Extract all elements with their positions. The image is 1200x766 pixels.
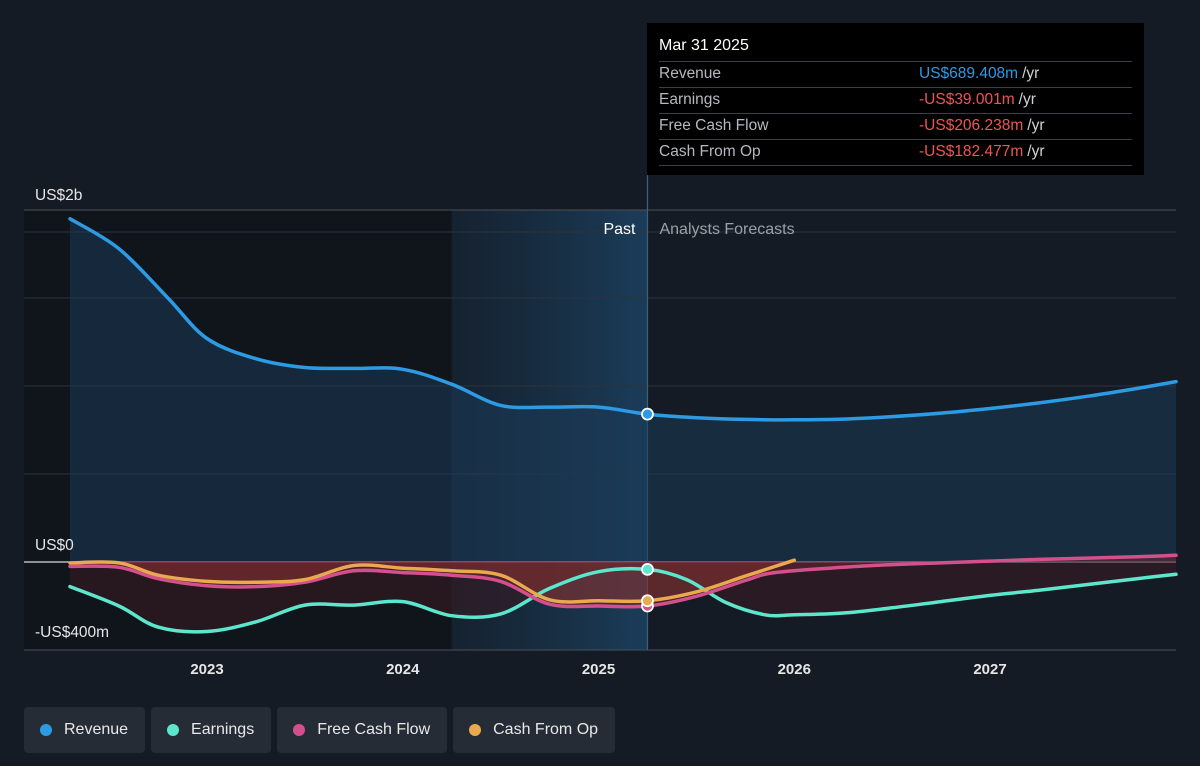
tooltip-row-free-cash-flow: Free Cash Flow -US$206.238m /yr (659, 113, 1132, 139)
tooltip-row-cash-from-op: Cash From Op -US$182.477m /yr (659, 139, 1132, 166)
x-tick-label: 2024 (386, 661, 420, 678)
past-label: Past (603, 221, 636, 238)
x-tick-label: 2027 (973, 661, 1006, 678)
tooltip-value: -US$206.238m (919, 117, 1024, 134)
x-tick-label: 2026 (778, 661, 811, 678)
tooltip-row-earnings: Earnings -US$39.001m /yr (659, 87, 1132, 113)
marker-cash-from-op (641, 594, 654, 608)
tooltip-label: Cash From Op (659, 143, 761, 160)
tooltip-unit: /yr (1027, 117, 1045, 134)
marker-revenue (641, 407, 654, 421)
legend-item-free-cash-flow[interactable]: Free Cash Flow (277, 707, 448, 753)
legend-label: Free Cash Flow (317, 721, 431, 738)
y-axis-label-top: US$2b (35, 187, 82, 204)
marker-earnings (641, 562, 654, 576)
area-earnings (70, 562, 1176, 632)
tooltip-label: Free Cash Flow (659, 117, 769, 134)
area-revenue (70, 218, 1176, 563)
series-line-revenue (68, 217, 1178, 422)
series-line-free-cash-flow (68, 553, 1178, 609)
x-tick-label: 2023 (190, 661, 223, 678)
y-axis-label-zero: US$0 (35, 537, 74, 554)
forecast-label: Analysts Forecasts (659, 221, 794, 238)
tooltip-unit: /yr (1022, 65, 1040, 82)
tooltip: Mar 31 2025 Revenue US$689.408m /yr Earn… (647, 23, 1144, 175)
legend-dot-icon (293, 724, 306, 736)
legend-label: Revenue (64, 721, 129, 738)
tooltip-value: US$689.408m (919, 65, 1019, 82)
tooltip-label: Revenue (659, 65, 722, 82)
tooltip-value: -US$182.477m (919, 143, 1024, 160)
tooltip-value: -US$39.001m (919, 91, 1015, 108)
x-tick-label: 2025 (582, 661, 615, 678)
legend-dot-icon (469, 724, 482, 736)
legend-item-earnings[interactable]: Earnings (151, 707, 272, 753)
legend-dot-icon (167, 724, 180, 736)
legend-item-revenue[interactable]: Revenue (24, 707, 146, 753)
series-line-cash-from-op (68, 558, 797, 604)
tooltip-row-revenue: Revenue US$689.408m /yr (659, 61, 1132, 87)
y-axis-label-bottom: -US$400m (35, 624, 109, 641)
tooltip-date: Mar 31 2025 (659, 37, 749, 54)
legend: Revenue Earnings Free Cash Flow Cash Fro… (24, 707, 621, 753)
legend-label: Cash From Op (493, 721, 599, 738)
legend-item-cash-from-op[interactable]: Cash From Op (453, 707, 616, 753)
tooltip-unit: /yr (1018, 91, 1036, 108)
tooltip-unit: /yr (1027, 143, 1045, 160)
tooltip-label: Earnings (659, 91, 721, 108)
legend-dot-icon (40, 724, 52, 736)
legend-label: Earnings (191, 721, 255, 738)
